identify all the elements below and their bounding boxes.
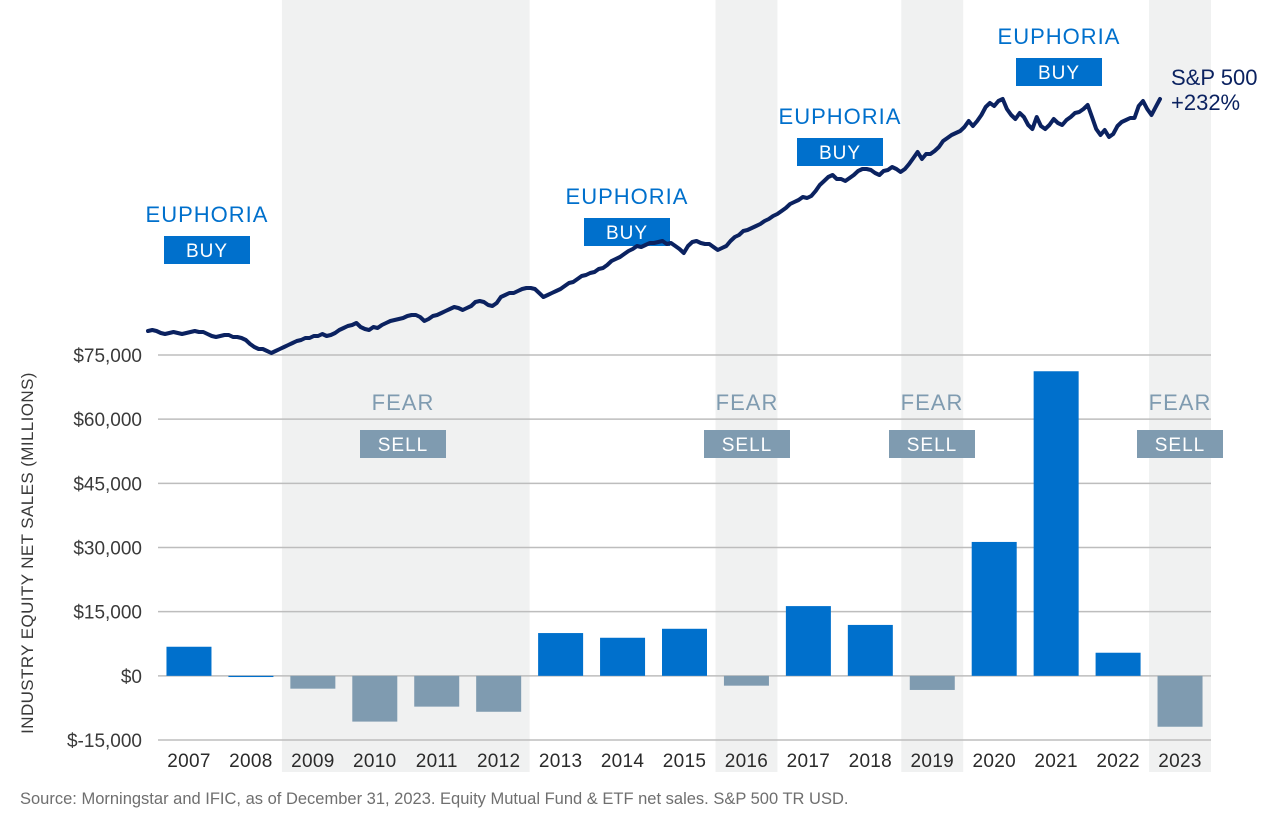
fear-label: FEAR (901, 390, 964, 415)
source-note: Source: Morningstar and IFIC, as of Dece… (20, 790, 849, 808)
bar-2021 (1033, 371, 1079, 676)
x-tick-label: 2016 (725, 751, 768, 772)
euphoria-annotation: EUPHORIA BUY (779, 104, 902, 166)
y-axis-ticks: $75,000 $60,000 $45,000 $30,000 $15,000 $0 $-1… (67, 346, 142, 752)
shaded-fear-periods (281, 0, 1211, 772)
bar-2018 (847, 624, 893, 676)
net-sales-bars (166, 371, 1203, 727)
bar-2010 (352, 675, 398, 722)
bar-2020 (971, 541, 1017, 676)
fear-label: FEAR (372, 390, 435, 415)
x-tick-label: 2009 (291, 751, 334, 772)
euphoria-annotation: EUPHORIA BUY (998, 24, 1121, 86)
fear-annotation: FEAR SELL (704, 390, 790, 458)
shaded-band-2019 (901, 0, 964, 772)
fear-label: FEAR (716, 390, 779, 415)
buy-badge (164, 236, 250, 264)
x-tick-label: 2022 (1096, 751, 1139, 772)
bar-2007 (166, 646, 212, 676)
x-tick-label: 2017 (787, 751, 830, 772)
euphoria-label: EUPHORIA (146, 202, 269, 227)
buy-badge-text: BUY (186, 241, 228, 262)
fear-annotation: FEAR SELL (889, 390, 975, 458)
sell-badge (704, 430, 790, 458)
x-tick-label: 2013 (539, 751, 582, 772)
y-tick-label: $45,000 (73, 474, 142, 495)
euphoria-annotation: EUPHORIA BUY (566, 184, 689, 246)
x-tick-label: 2011 (416, 751, 458, 772)
y-tick-label: $0 (121, 667, 142, 688)
buy-badge-text: BUY (1038, 63, 1080, 84)
market-sentiment-chart: $75,000 $60,000 $45,000 $30,000 $15,000 $0 $-1… (18, 0, 1257, 772)
x-tick-label: 2019 (911, 751, 954, 772)
buy-badge-text: BUY (606, 223, 648, 244)
sell-badge (1137, 430, 1223, 458)
sp500-line (146, 97, 1162, 355)
euphoria-label: EUPHORIA (998, 24, 1121, 49)
x-tick-label: 2018 (849, 751, 892, 772)
bar-2008 (228, 675, 274, 678)
x-tick-label: 2012 (477, 751, 520, 772)
bar-2011 (414, 675, 460, 707)
bar-2014 (600, 637, 646, 676)
sell-badge-text: SELL (907, 435, 957, 456)
y-tick-label: $15,000 (73, 603, 142, 624)
bar-2015 (662, 628, 707, 676)
sentiment-annotations: EUPHORIA BUY FEAR SELL EUPHORIA BUY FEAR SELL EU… (146, 24, 1223, 458)
bar-2017 (785, 606, 831, 676)
sp500-label: S&P 500 (1171, 65, 1257, 90)
sell-badge-text: SELL (722, 435, 772, 456)
euphoria-label: EUPHORIA (779, 104, 902, 129)
sell-badge (360, 430, 446, 458)
x-tick-label: 2007 (167, 751, 210, 772)
shaded-band-2009 (281, 0, 530, 772)
y-tick-label: $-15,000 (67, 731, 142, 752)
bar-2012 (476, 675, 522, 712)
buy-badge-text: BUY (819, 143, 861, 164)
euphoria-label: EUPHORIA (566, 184, 689, 209)
y-tick-label: $75,000 (73, 346, 142, 367)
sell-badge-text: SELL (378, 435, 428, 456)
shaded-band-2023 (1149, 0, 1211, 772)
buy-badge (1016, 58, 1102, 86)
buy-badge (797, 138, 883, 166)
x-tick-label: 2008 (229, 751, 272, 772)
bar-2022 (1095, 652, 1141, 676)
x-tick-label: 2020 (972, 751, 1015, 772)
bar-2013 (538, 633, 584, 676)
y-tick-label: $60,000 (73, 410, 142, 431)
bar-2009 (290, 675, 336, 689)
x-tick-label: 2023 (1158, 751, 1201, 772)
x-tick-label: 2021 (1034, 751, 1077, 772)
bar-2023 (1157, 675, 1203, 727)
x-tick-label: 2014 (601, 751, 645, 772)
sell-badge (889, 430, 975, 458)
fear-annotation: FEAR SELL (1137, 390, 1223, 458)
sp500-return-label: +232% (1171, 90, 1240, 115)
euphoria-annotation: EUPHORIA BUY (146, 202, 269, 264)
x-tick-label: 2010 (353, 751, 396, 772)
x-axis-ticks: 2007 2008 2009 2010 2011 2012 2013 2014 2015 2016… (167, 751, 1201, 772)
x-tick-label: 2015 (663, 751, 706, 772)
shaded-band-2016 (715, 0, 778, 772)
y-axis-label: INDUSTRY EQUITY NET SALES (MILLIONS) (18, 372, 37, 734)
bar-2019 (909, 675, 955, 690)
sell-badge-text: SELL (1155, 435, 1205, 456)
bar-2016 (723, 675, 769, 686)
fear-annotation: FEAR SELL (360, 390, 446, 458)
fear-label: FEAR (1149, 390, 1212, 415)
y-tick-label: $30,000 (73, 539, 142, 560)
